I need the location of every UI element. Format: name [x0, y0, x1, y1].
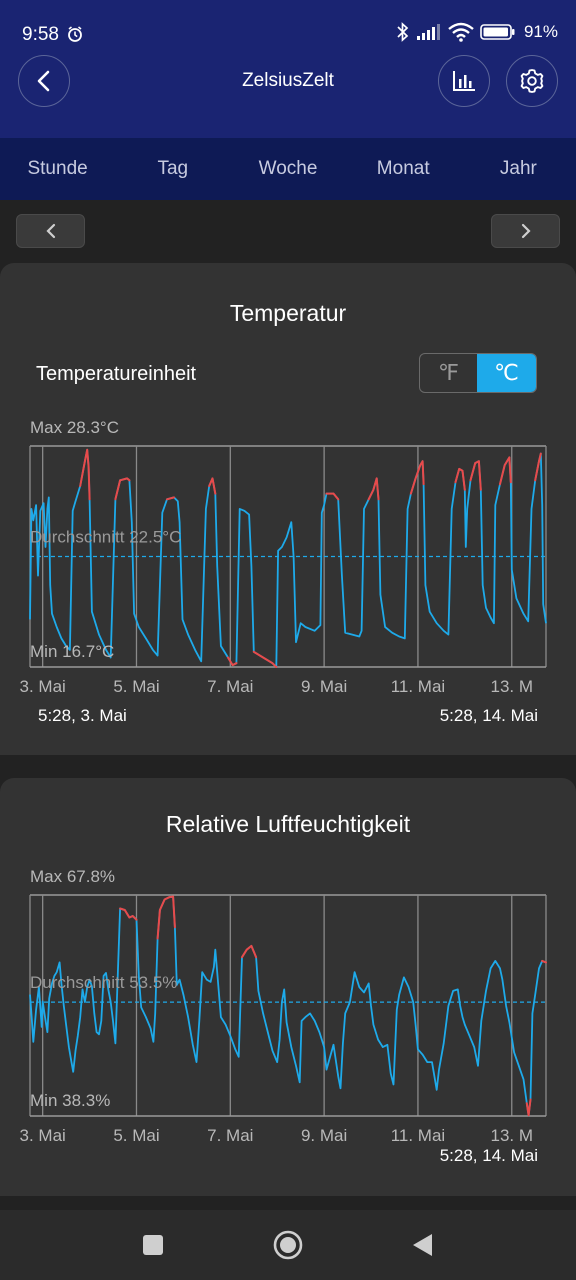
- status-icons: 91%: [396, 22, 558, 42]
- temperature-x-tick-label: 9. Mai: [301, 677, 347, 696]
- tab-woche[interactable]: Woche: [258, 158, 318, 179]
- temperature-card: Temperatur Temperatureinheit ℉ ℃ Max 28.…: [0, 263, 576, 755]
- system-back-button[interactable]: [407, 1230, 437, 1260]
- tab-stunde[interactable]: Stunde: [27, 158, 88, 179]
- humidity-x-tick-label: 5. Mai: [113, 1126, 159, 1145]
- temperature-series-alert-segments: [79, 448, 542, 668]
- unit-celsius-button[interactable]: ℃: [477, 354, 536, 392]
- statistics-button[interactable]: [438, 55, 490, 107]
- page-title: ZelsiusZelt: [242, 70, 334, 91]
- status-bar: 9:58: [0, 0, 576, 60]
- next-period-button[interactable]: [491, 214, 560, 248]
- temperature-x-tick-label: 3. Mai: [20, 677, 66, 696]
- temperature-title: Temperatur: [229, 300, 347, 326]
- humidity-title: Relative Luftfeuchtigkeit: [165, 811, 411, 837]
- temperature-range-start: 5:28, 3. Mai: [38, 706, 127, 725]
- temperature-chart: Max 28.3°C Durchschnitt 22.5°C Min 16.7°C 3…: [20, 418, 547, 696]
- period-tabs: Stunde Tag Woche Monat Jahr: [0, 138, 576, 200]
- square-icon: [143, 1235, 163, 1255]
- humidity-min-label: Min 38.3%: [30, 1091, 110, 1110]
- wifi-icon: [448, 22, 474, 42]
- chevron-left-icon: [37, 70, 50, 92]
- humidity-card: Relative Luftfeuchtigkeit Max 67.8% Durch…: [0, 778, 576, 1196]
- humidity-series-alert-segments: [119, 895, 547, 1117]
- humidity-average-label: Durchschnitt 53.5%: [30, 973, 177, 992]
- temperature-max-label: Max 28.3°C: [30, 418, 119, 437]
- humidity-x-tick-label: 7. Mai: [207, 1126, 253, 1145]
- recent-apps-button[interactable]: [138, 1230, 168, 1260]
- tab-tag[interactable]: Tag: [157, 158, 189, 179]
- back-button[interactable]: [18, 55, 70, 107]
- humidity-x-tick-label: 11. Mai: [391, 1126, 446, 1145]
- triangle-back-icon: [413, 1234, 432, 1256]
- humidity-x-tick-label: 13. M: [490, 1126, 533, 1145]
- humidity-range-end: 5:28, 14. Mai: [439, 1146, 538, 1165]
- battery-level: 91%: [523, 22, 558, 41]
- tab-jahr[interactable]: Jahr: [499, 158, 537, 179]
- temperature-unit-toggle: ℉ ℃: [419, 353, 537, 393]
- chevron-right-icon: [521, 223, 531, 239]
- temperature-min-label: Min 16.7°C: [30, 642, 114, 661]
- chevron-left-icon: [45, 223, 55, 239]
- temperature-x-tick-label: 13. M: [490, 677, 533, 696]
- humidity-series-line: [29, 895, 547, 1117]
- previous-period-button[interactable]: [16, 214, 85, 248]
- temperature-range-end: 5:28, 14. Mai: [439, 706, 538, 725]
- app-header: 9:58: [0, 0, 576, 138]
- humidity-x-tick-label: 3. Mai: [20, 1126, 66, 1145]
- humidity-chart: Max 67.8% Durchschnitt 53.5% Min 38.3% 3. M…: [20, 867, 547, 1145]
- temperature-x-tick-label: 7. Mai: [207, 677, 253, 696]
- settings-button[interactable]: [506, 55, 558, 107]
- bar-chart-icon: [453, 71, 475, 91]
- signal-icon: [416, 24, 440, 40]
- system-navigation-bar: [0, 1210, 576, 1280]
- alarm-clock-icon: [68, 26, 82, 42]
- humidity-max-label: Max 67.8%: [30, 867, 115, 886]
- battery-icon: [480, 24, 515, 40]
- humidity-x-tick-label: 9. Mai: [301, 1126, 347, 1145]
- status-time: 9:58: [22, 24, 59, 45]
- bluetooth-icon: [397, 22, 409, 42]
- tab-monat[interactable]: Monat: [376, 158, 430, 179]
- temperature-x-tick-label: 5. Mai: [113, 677, 159, 696]
- temperature-average-label: Durchschnitt 22.5°C: [30, 528, 181, 547]
- temperature-unit-label: Temperatureinheit: [36, 363, 197, 385]
- home-circle-icon: [273, 1230, 303, 1260]
- temperature-x-tick-label: 11. Mai: [391, 677, 446, 696]
- home-button[interactable]: [273, 1230, 303, 1260]
- temperature-series-line: [29, 448, 547, 668]
- gear-icon: [520, 69, 544, 93]
- unit-fahrenheit-button[interactable]: ℉: [438, 360, 459, 385]
